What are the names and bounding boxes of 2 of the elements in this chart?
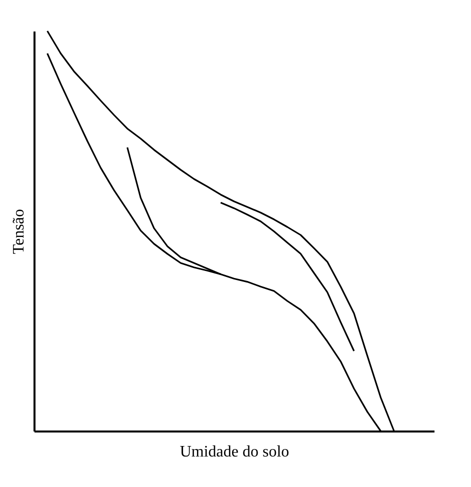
- y-axis-title: Tensão: [10, 208, 28, 254]
- x-axis-title: Umidade do solo: [180, 444, 290, 460]
